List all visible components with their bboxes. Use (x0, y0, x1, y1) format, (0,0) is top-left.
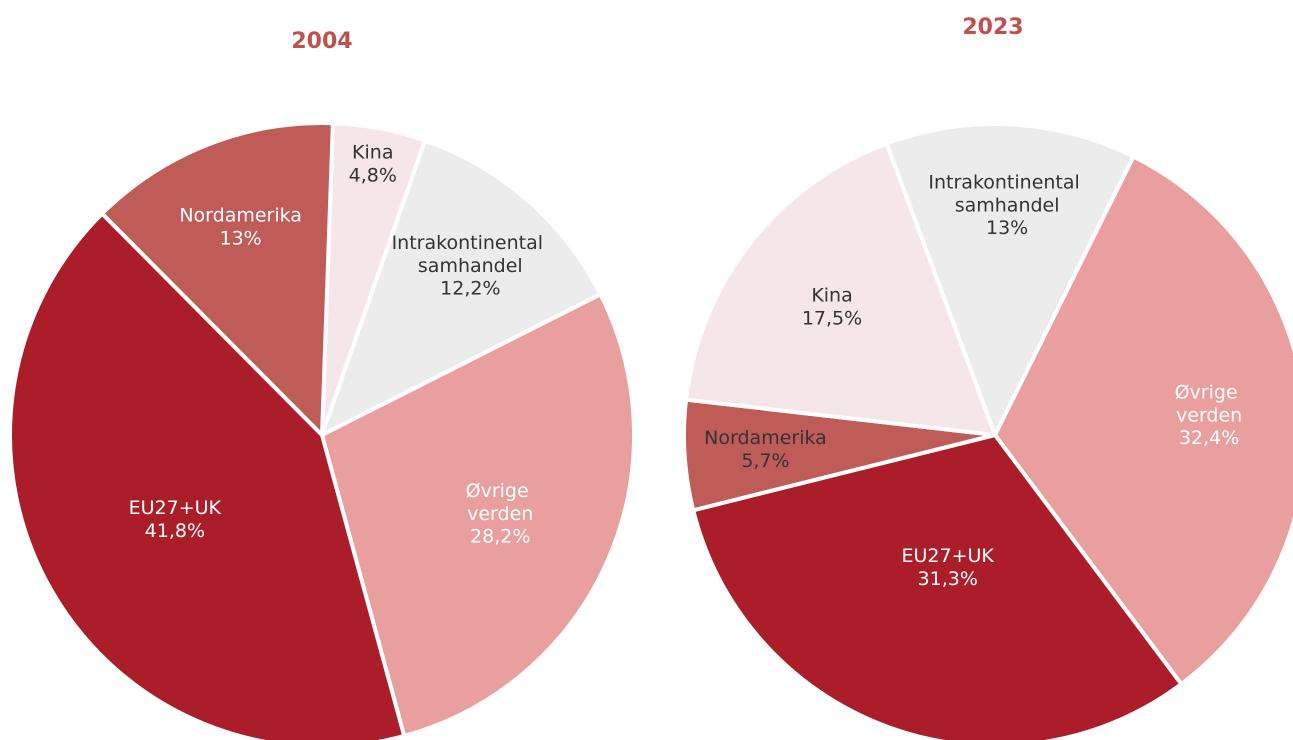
slice-label: Kina (811, 284, 852, 306)
slice-label: Intrakontinental samhandel (392, 231, 549, 276)
pie-slice (320, 138, 603, 437)
slice-label: Kina (352, 142, 393, 164)
slice-label: Øvrige verden (466, 480, 535, 525)
pie-slice (100, 121, 335, 437)
slice-label: Nordamerika (179, 204, 302, 226)
value-label: 17,5% (802, 307, 862, 329)
slice-label: EU27+UK (902, 545, 995, 567)
value-label: 31,3% (918, 568, 978, 590)
pie-slice (993, 154, 1293, 687)
slice-label: EU27+UK (129, 497, 222, 519)
value-label: 13% (220, 227, 262, 249)
value-label: 41,8% (145, 520, 205, 542)
value-label: 13% (986, 217, 1028, 239)
slice-label: Øvrige verden (1175, 381, 1244, 426)
pie-slice (884, 122, 1136, 437)
value-label: 28,2% (470, 526, 530, 548)
chart-title: 2023 (962, 15, 1023, 40)
value-label: 32,4% (1179, 427, 1239, 449)
pie-slice (684, 141, 997, 437)
pie-slice (320, 292, 636, 738)
chart-title: 2004 (291, 29, 352, 54)
pie-slice (691, 433, 1184, 740)
value-label: 5,7% (741, 450, 789, 472)
value-label: 4,8% (349, 165, 397, 187)
slice-label: Nordamerika (704, 427, 827, 449)
slice-label: Intrakontinental samhandel (928, 171, 1085, 216)
pie-slice (8, 211, 407, 740)
value-label: 12,2% (440, 277, 500, 299)
